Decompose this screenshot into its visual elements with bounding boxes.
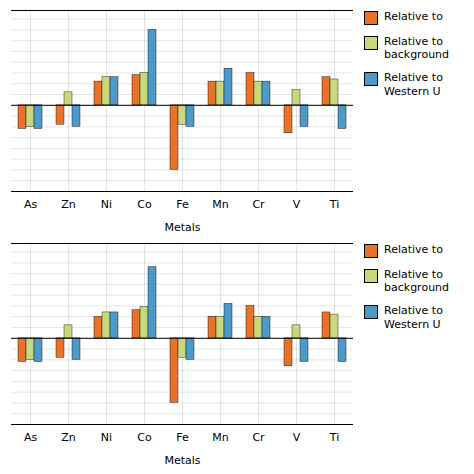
html-text:Relative to: Relative to [384,10,443,23]
svg-text:As: As [24,431,38,444]
svg-text:Co: Co [137,431,152,444]
html-text:Relative to background: Relative to background [384,35,450,62]
svg-text:Cr: Cr [252,431,265,444]
svg-text:Zn: Zn [61,431,76,444]
html-text:Relative to background: Relative to background [384,268,450,295]
svg-text:Mn: Mn [212,431,228,444]
html-text:Relative to Western U: Relative to Western U [384,304,443,331]
html-text:Relative to Western U: Relative to Western U [384,71,443,98]
svg-text:Co: Co [137,198,152,211]
svg-text:Zn: Zn [61,198,76,211]
svg-text:V: V [293,431,301,444]
svg-text:Fe: Fe [176,431,189,444]
svg-text:Ti: Ti [329,198,339,211]
svg-text:Ni: Ni [101,198,112,211]
svg-text:Ni: Ni [101,431,112,444]
svg-text:Metals: Metals [164,221,200,234]
svg-text:Cr: Cr [252,198,265,211]
svg-text:Ti: Ti [329,431,339,444]
html-text:Relative to: Relative to [384,243,443,256]
svg-text:Metals: Metals [164,454,200,467]
svg-text:As: As [24,198,38,211]
svg-text:Fe: Fe [176,198,189,211]
svg-text:Mn: Mn [212,198,228,211]
svg-text:V: V [293,198,301,211]
